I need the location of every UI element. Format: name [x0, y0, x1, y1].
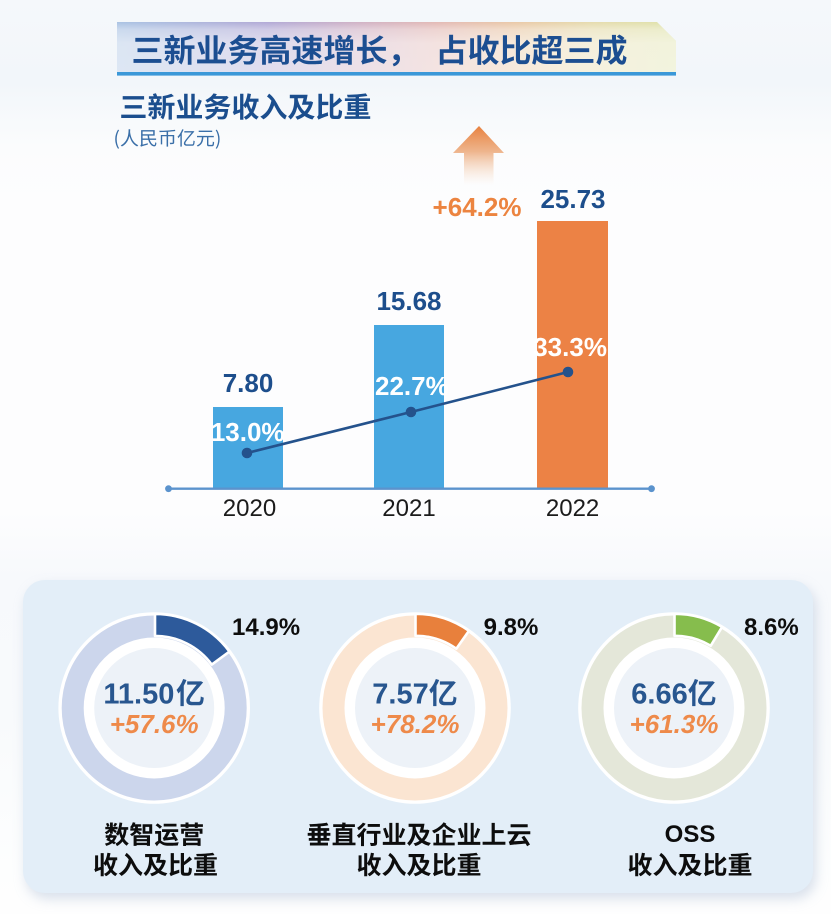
svg-text:7.57: 7.57 — [372, 679, 428, 711]
svg-text:11.50: 11.50 — [103, 679, 174, 711]
svg-text:+78.2%: +78.2% — [371, 709, 460, 739]
svg-text:+61.3%: +61.3% — [630, 709, 719, 739]
svg-text:OSS: OSS — [665, 821, 716, 848]
svg-text:+57.6%: +57.6% — [110, 709, 199, 739]
svg-text:6.66: 6.66 — [631, 679, 687, 711]
